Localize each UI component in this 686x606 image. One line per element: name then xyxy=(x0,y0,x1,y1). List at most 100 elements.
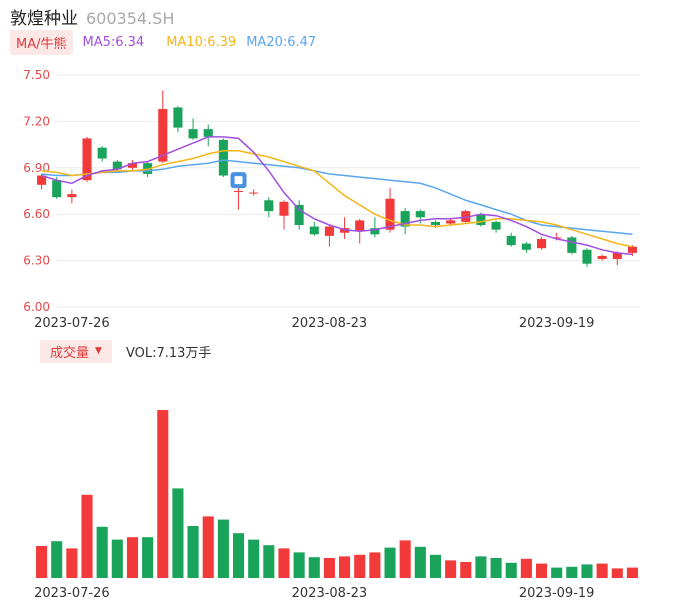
event-marker-icon xyxy=(230,172,247,189)
volume-bar xyxy=(232,533,245,578)
volume-value: VOL:7.13万手 xyxy=(125,345,212,361)
candle-body xyxy=(97,147,107,159)
volume-bar xyxy=(96,526,108,578)
candle-body xyxy=(552,237,562,239)
volume-bar xyxy=(157,410,169,578)
volume-bar xyxy=(460,562,472,578)
volume-bar xyxy=(111,539,123,578)
volume-bar xyxy=(339,556,351,578)
candle-body xyxy=(491,221,501,230)
volume-bar xyxy=(551,567,563,578)
candle-body xyxy=(112,161,122,170)
candle-body xyxy=(521,243,531,250)
volume-bar xyxy=(414,546,426,578)
volume-bar xyxy=(505,562,517,578)
volume-bar xyxy=(187,526,199,578)
candle-body xyxy=(203,129,213,137)
candle-body xyxy=(279,201,289,216)
x-tick-label: 2023-07-26 xyxy=(34,316,110,331)
volume-indicator-label: 成交量 xyxy=(50,345,90,361)
volume-bar xyxy=(248,539,260,578)
candle-body xyxy=(476,214,486,226)
volume-bar xyxy=(475,556,487,578)
ma20-line xyxy=(41,159,633,236)
candle-body xyxy=(355,220,365,232)
volume-x-tick-label: 2023-07-26 xyxy=(34,586,110,601)
candle-body xyxy=(37,175,47,185)
volume-bar xyxy=(51,541,63,578)
candle-body xyxy=(415,211,425,218)
volume-bar xyxy=(217,519,229,578)
y-tick-label: 6.00 xyxy=(23,300,50,314)
ma-legend: MA/牛熊 MA5:6.34 MA10:6.39 MA20:6.47 xyxy=(10,29,317,55)
volume-bar xyxy=(445,560,457,578)
candle-body xyxy=(294,204,304,226)
candle-body xyxy=(264,200,274,212)
candle-body xyxy=(430,221,441,226)
stock-name: 敦煌种业 xyxy=(10,9,78,29)
volume-bar xyxy=(596,563,608,578)
volume-bar xyxy=(323,558,335,578)
candle-body xyxy=(506,235,516,246)
y-tick-label: 6.90 xyxy=(23,161,50,175)
candle-body xyxy=(385,198,395,230)
ma5-legend: MA5:6.34 xyxy=(82,34,145,50)
ma10-line xyxy=(41,150,633,248)
volume-x-tick-label: 2023-09-19 xyxy=(519,586,595,601)
volume-bar xyxy=(626,567,638,578)
header: 敦煌种业 600354.SH xyxy=(10,4,175,29)
candle-body xyxy=(249,192,259,194)
candle-body xyxy=(158,109,168,162)
candle-body xyxy=(597,255,607,260)
x-tick-label: 2023-09-19 xyxy=(519,316,595,331)
candle-body xyxy=(309,226,319,235)
volume-bar xyxy=(369,552,381,578)
volume-bar xyxy=(66,548,78,578)
candle-body xyxy=(188,129,198,139)
volume-bar xyxy=(490,558,502,578)
volume-bar xyxy=(535,563,548,578)
volume-bar xyxy=(126,537,139,578)
candle-body xyxy=(52,180,62,198)
candle-body xyxy=(446,220,456,224)
candle-body xyxy=(324,226,334,236)
volume-x-tick-label: 2023-08-23 xyxy=(292,586,368,601)
candle-body xyxy=(370,228,380,235)
ma5-line xyxy=(41,136,633,256)
price-chart[interactable]: 7.50 7.20 6.90 6.60 6.30 6.00 2023-07-26 2023-0… xyxy=(0,0,686,340)
volume-bar xyxy=(354,554,366,578)
ma20-legend: MA20:6.47 xyxy=(246,34,317,50)
candle-body xyxy=(461,211,471,222)
volume-bar xyxy=(520,558,532,578)
candle-body xyxy=(127,163,138,168)
candle-body xyxy=(233,191,244,192)
volume-bar xyxy=(142,537,154,578)
ma-toggle-button[interactable]: MA/牛熊 xyxy=(10,29,73,55)
y-tick-label: 7.20 xyxy=(23,114,50,128)
volume-bar xyxy=(81,494,93,578)
candle-body xyxy=(173,107,183,128)
ma10-legend: MA10:6.39 xyxy=(166,34,237,50)
volume-bar xyxy=(566,566,578,578)
candle-body xyxy=(612,252,622,260)
volume-bar xyxy=(293,552,305,578)
candle-body xyxy=(218,139,228,176)
event-marker-inner xyxy=(234,176,243,185)
volume-bar xyxy=(384,547,396,578)
volume-bar xyxy=(202,516,214,578)
volume-bar xyxy=(399,540,411,578)
x-tick-label: 2023-08-23 xyxy=(292,316,368,331)
volume-bar xyxy=(308,557,320,578)
volume-bar xyxy=(36,546,48,578)
candle-body xyxy=(567,237,577,253)
volume-legend: 成交量 ▼ VOL:7.13万手 xyxy=(40,339,212,363)
candle-body xyxy=(582,249,592,264)
candle-body xyxy=(400,211,410,227)
volume-indicator-button[interactable]: 成交量 ▼ xyxy=(40,339,112,363)
stock-code: 600354.SH xyxy=(86,9,175,28)
y-tick-label: 6.60 xyxy=(23,207,50,221)
candle-body xyxy=(536,238,547,249)
y-tick-label: 7.50 xyxy=(23,68,50,82)
volume-bar xyxy=(429,554,442,578)
volume-bar xyxy=(581,564,593,578)
